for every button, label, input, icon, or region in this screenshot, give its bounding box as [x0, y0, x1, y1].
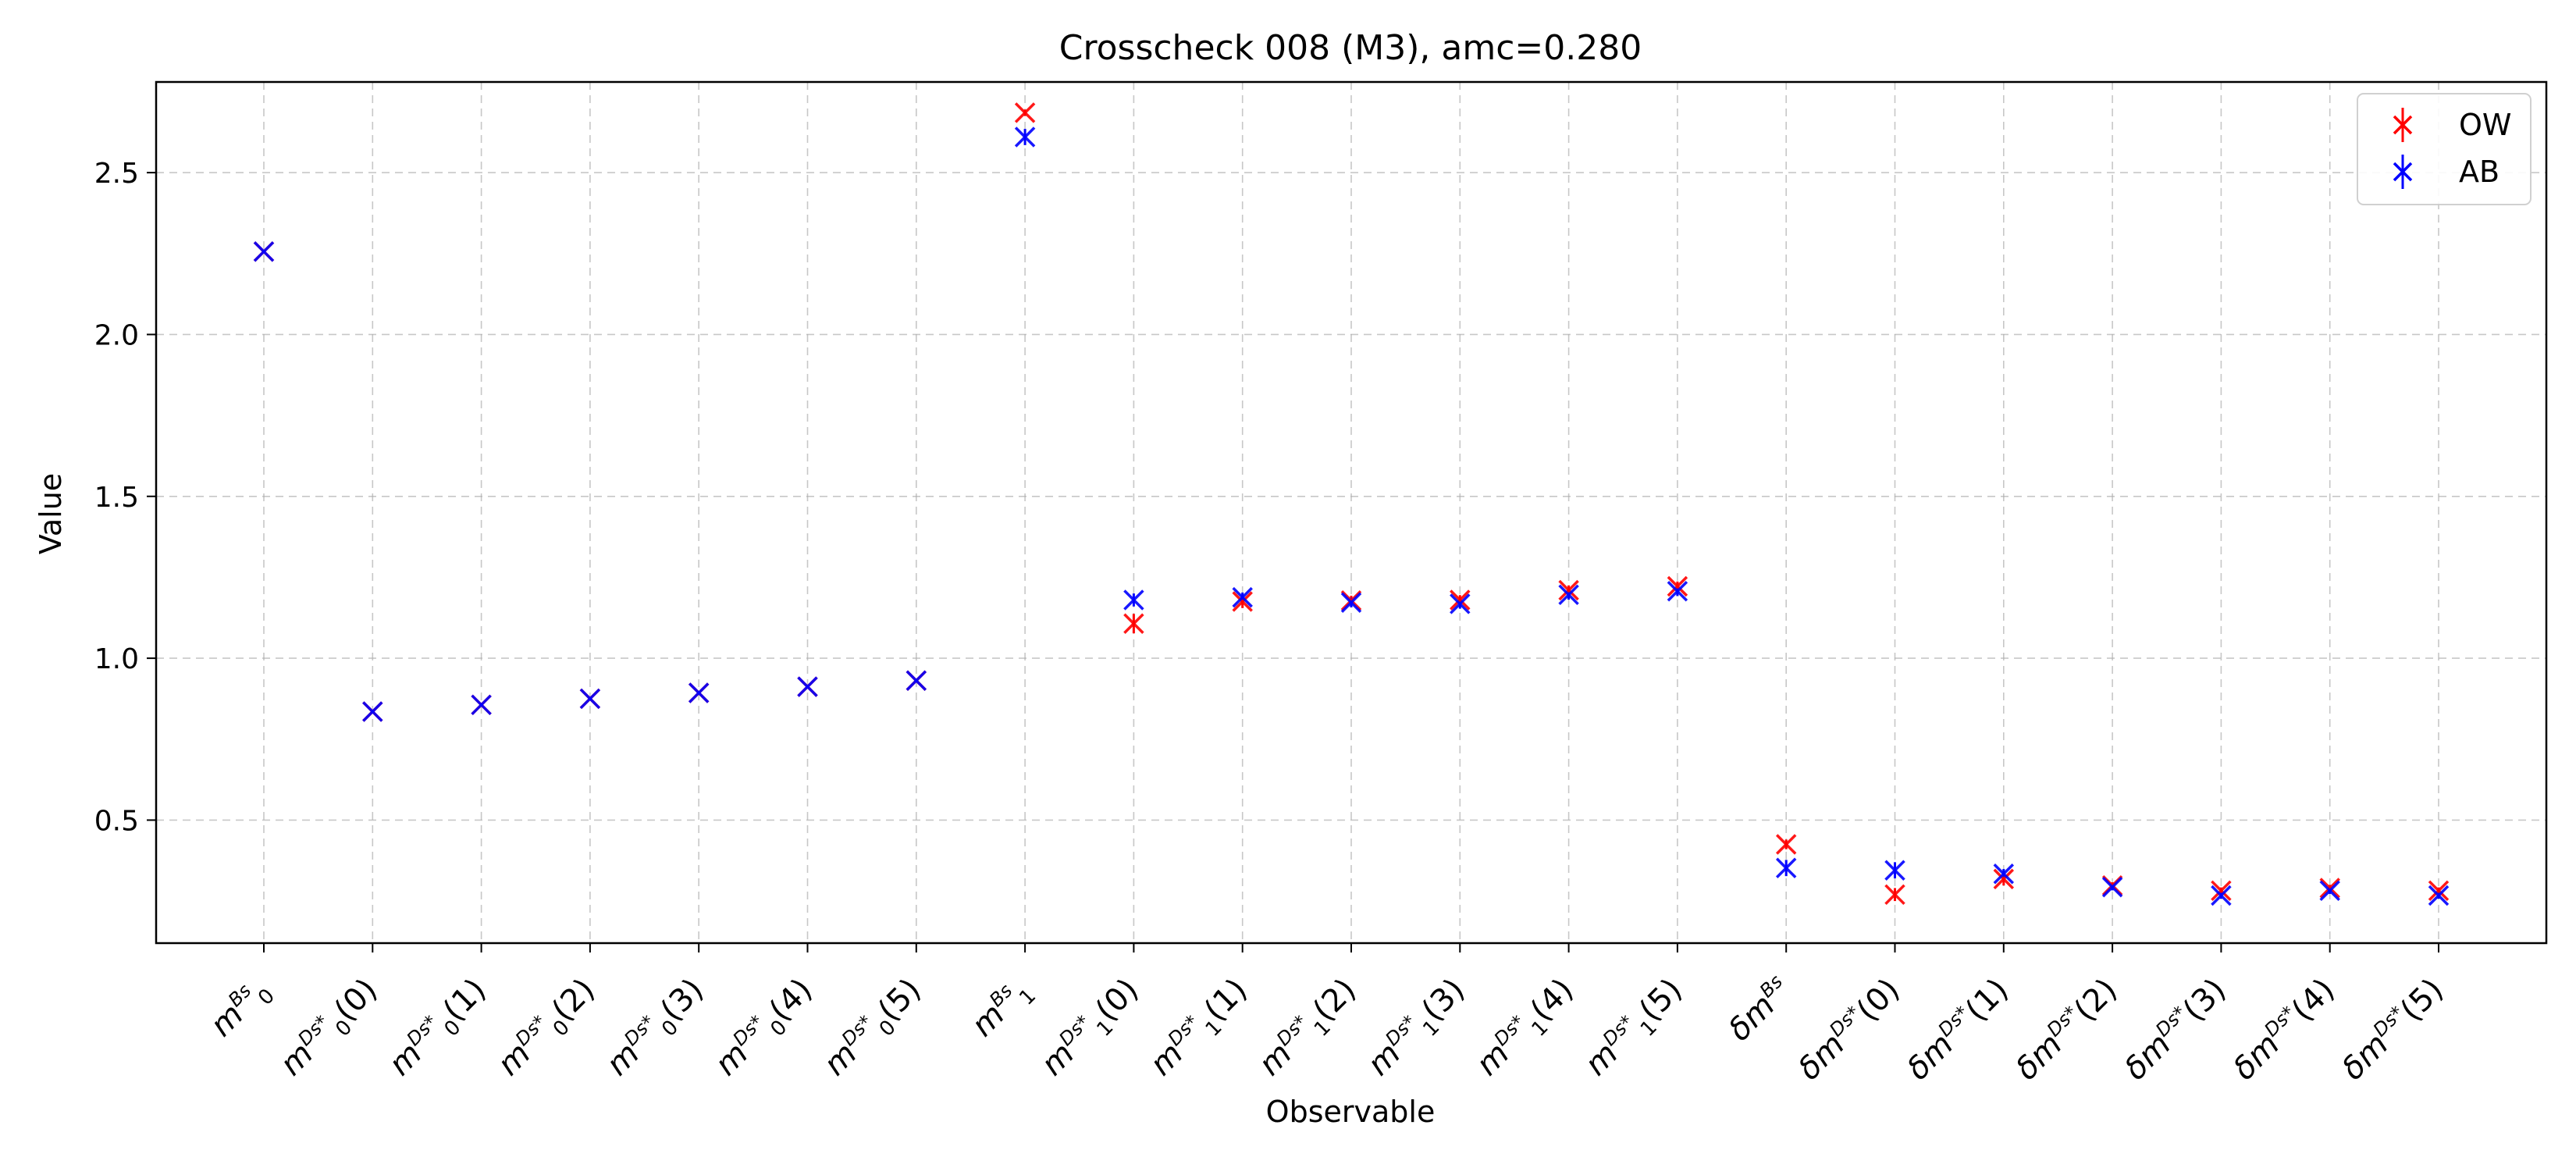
- y-tick-label: 2.0: [94, 319, 139, 351]
- marker-ab: [579, 688, 601, 710]
- marker-ab: [797, 676, 818, 697]
- marker-stroke: [1450, 589, 1471, 611]
- marker-stroke: [1667, 575, 1688, 597]
- marker-ab: [362, 701, 383, 722]
- marker-ow: [1340, 590, 1362, 611]
- marker-ow: [1123, 613, 1144, 634]
- marker-stroke: [797, 676, 818, 697]
- marker-ab: [1993, 863, 2015, 885]
- legend-marker: [2393, 162, 2413, 182]
- marker-stroke: [1775, 834, 1797, 855]
- marker-ow: [1667, 575, 1688, 597]
- marker-stroke: [688, 682, 710, 703]
- x-axis-label: Observable: [1266, 1095, 1436, 1129]
- marker-ab: [1123, 589, 1144, 611]
- marker-stroke: [1667, 581, 1688, 602]
- marker-stroke: [2319, 878, 2340, 899]
- marker-ab: [2211, 885, 2232, 906]
- marker-ab: [906, 670, 927, 691]
- marker-stroke: [1123, 613, 1144, 634]
- marker-stroke: [1775, 857, 1797, 879]
- legend-label: AB: [2459, 155, 2500, 189]
- marker-ow: [1993, 868, 2015, 890]
- marker-stroke: [1232, 586, 1253, 608]
- marker-stroke: [1014, 126, 1036, 148]
- marker-stroke: [1884, 860, 1905, 881]
- marker-ow: [1775, 834, 1797, 855]
- marker-stroke: [1340, 590, 1362, 611]
- marker-stroke: [362, 701, 383, 722]
- y-tick-label: 2.5: [94, 158, 139, 190]
- y-tick-label: 0.5: [94, 805, 139, 837]
- marker-ab: [1667, 581, 1688, 602]
- marker-ow: [1014, 102, 1036, 123]
- marker-stroke: [1884, 884, 1905, 906]
- grid: [156, 82, 2546, 943]
- marker-stroke: [2428, 880, 2450, 902]
- marker-ow: [1232, 591, 1253, 612]
- marker-ab: [1775, 857, 1797, 879]
- marker-stroke: [579, 688, 601, 710]
- legend: OW AB: [2357, 93, 2532, 205]
- y-axis-label: Value: [34, 473, 68, 554]
- marker-stroke: [2101, 877, 2123, 898]
- marker-stroke: [2211, 880, 2232, 902]
- marker-stroke: [1123, 589, 1144, 611]
- marker-stroke: [253, 241, 275, 262]
- legend-label: OW: [2459, 108, 2511, 142]
- marker-stroke: [2211, 885, 2232, 906]
- marker-ow: [2319, 878, 2340, 899]
- marker-stroke: [1340, 592, 1362, 614]
- marker-stroke: [1450, 593, 1471, 614]
- marker-ow: [1558, 579, 1579, 601]
- marker-stroke: [471, 694, 492, 716]
- marker-ab: [1232, 586, 1253, 608]
- marker-ow: [2211, 880, 2232, 902]
- marker-stroke: [2319, 880, 2340, 902]
- marker-ab: [1014, 126, 1036, 148]
- marker-ab: [2428, 885, 2450, 906]
- marker-ab: [1558, 584, 1579, 606]
- marker-ab: [688, 682, 710, 703]
- marker-stroke: [906, 670, 927, 691]
- markers: [253, 102, 2450, 906]
- legend-entry-ab: AB: [2393, 155, 2500, 189]
- marker-stroke: [1232, 591, 1253, 612]
- marker-ab: [2101, 877, 2123, 898]
- marker-stroke: [1558, 579, 1579, 601]
- legend-entry-ow: OW: [2393, 108, 2511, 142]
- marker-stroke: [1993, 868, 2015, 890]
- marker-ab: [2319, 880, 2340, 902]
- marker-ow: [1884, 884, 1905, 906]
- marker-ow: [1450, 589, 1471, 611]
- marker-ab: [253, 241, 275, 262]
- marker-ow: [2428, 880, 2450, 902]
- y-axis-ticks: 0.5 1.0 1.5 2.0 2.5: [94, 158, 156, 837]
- marker-ab: [471, 694, 492, 716]
- legend-marker: [2393, 115, 2413, 135]
- marker-stroke: [1558, 584, 1579, 606]
- marker-ab: [1884, 860, 1905, 881]
- y-tick-label: 1.0: [94, 643, 139, 675]
- y-tick-label: 1.5: [94, 482, 139, 514]
- marker-stroke: [2428, 885, 2450, 906]
- marker-ab: [1340, 592, 1362, 614]
- marker-ab: [1450, 593, 1471, 614]
- chart-title: Crosscheck 008 (M3), amc=0.280: [1059, 28, 1642, 68]
- marker-stroke: [1993, 863, 2015, 885]
- marker-stroke: [1014, 102, 1036, 123]
